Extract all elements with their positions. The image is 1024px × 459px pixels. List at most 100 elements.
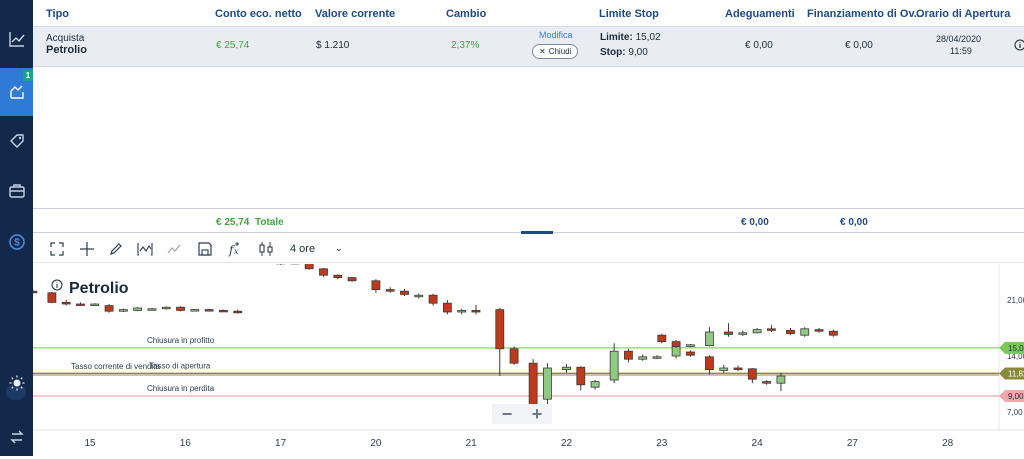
candle-body	[705, 331, 714, 346]
fullscreen-button[interactable]	[49, 241, 65, 257]
header-finanziamento[interactable]: Finanziamento di Ov...	[807, 8, 923, 20]
sidebar: 1 $	[0, 0, 33, 456]
candle-body	[61, 302, 71, 305]
candle-body	[400, 290, 409, 295]
candle-body	[685, 344, 695, 347]
zoom-in-button[interactable]: +	[531, 403, 543, 424]
candle-body	[719, 367, 729, 371]
open-time: 11:59	[950, 46, 972, 56]
sidebar-item-portfolio[interactable]	[0, 174, 33, 208]
header-limite[interactable]: Limite Stop	[599, 8, 659, 20]
swap-icon	[9, 430, 24, 444]
adjustments-value: € 0,00	[745, 40, 773, 51]
candle-body	[786, 330, 795, 335]
direction-label: Acquista	[46, 33, 85, 44]
sidebar-item-charts[interactable]	[0, 22, 33, 56]
candle-body	[705, 356, 714, 371]
chevron-down-icon[interactable]: ⌄	[335, 243, 343, 253]
candle-body	[47, 292, 57, 303]
trades-icon	[9, 85, 24, 99]
sidebar-item-tags[interactable]	[0, 124, 33, 158]
header-tipo[interactable]: Tipo	[46, 8, 70, 20]
stop-value: 9,00	[628, 47, 648, 58]
candle-body	[90, 303, 100, 306]
header-adeguamenti[interactable]: Adeguamenti	[725, 8, 795, 20]
briefcase-icon	[8, 184, 25, 198]
wave-chart-icon	[137, 243, 153, 256]
candle-body	[638, 356, 648, 360]
candle-body	[28, 290, 38, 294]
header-orario[interactable]: Orario di Apertura	[916, 8, 1011, 20]
header-valore[interactable]: Valore corrente	[315, 8, 396, 20]
limit-label: Limite:	[600, 32, 633, 43]
overnight-financing-value: € 0,00	[845, 40, 873, 51]
x-tick-label: 20	[370, 438, 382, 449]
candle-body	[509, 348, 519, 364]
candle-body	[457, 310, 467, 313]
theme-toggle[interactable]	[0, 366, 33, 400]
total-label: Totale	[255, 217, 284, 228]
sidebar-item-funds[interactable]: $	[0, 225, 33, 259]
open-rate-label: Tasso di apertura	[149, 361, 211, 370]
change-value: 2,37%	[451, 40, 480, 51]
candle-body	[471, 310, 481, 313]
table-header: Tipo Conto eco. netto Valore corrente Ca…	[33, 0, 1024, 27]
stop-loss-tag	[999, 390, 1024, 402]
take-profit-tag-value: 15,02	[1008, 344, 1024, 353]
candle-body	[671, 341, 681, 347]
candle-body	[333, 274, 343, 278]
header-conto[interactable]: Conto eco. netto	[215, 8, 302, 20]
total-financing: € 0,00	[840, 217, 868, 228]
compare-button[interactable]	[167, 241, 183, 257]
zoom-controls: − +	[492, 404, 552, 424]
crosshair-button[interactable]	[79, 241, 95, 257]
save-icon	[198, 242, 212, 256]
candle-body	[766, 328, 776, 331]
sidebar-item-trades[interactable]: 1	[0, 68, 33, 116]
x-tick-label: 24	[752, 438, 764, 449]
candlestick-chart[interactable]: 21,00 14,00 7,00 15 16 17 20 21 22 23 24 27 28 Chiusu…	[28, 260, 1024, 456]
svg-text:f: f	[228, 243, 236, 257]
candle-body	[161, 306, 171, 310]
pencil-icon	[110, 243, 122, 255]
chart-type-button[interactable]	[137, 241, 153, 257]
x-tick-label: 21	[466, 438, 478, 449]
candles-button[interactable]	[258, 241, 274, 257]
line-chart-icon	[8, 32, 25, 47]
candle-body	[733, 367, 743, 370]
candle-body	[442, 302, 452, 313]
modify-link[interactable]: Modifica	[539, 30, 573, 40]
compare-icon	[167, 244, 181, 254]
candle-body	[685, 351, 695, 356]
candle-body	[724, 331, 733, 335]
candle-body	[319, 268, 328, 276]
candle-body	[219, 310, 228, 313]
position-row[interactable]: Acquista Petrolio € 25,74 $ 1.210 2,37% …	[33, 27, 1024, 67]
x-tick-label: 16	[180, 438, 192, 449]
price-chart[interactable]: 21,00 14,00 7,00 15 16 17 20 21 22 23 24 27 28 Chiusu…	[28, 260, 1024, 456]
stop-label: Stop:	[600, 47, 626, 58]
panel-resize-handle[interactable]	[521, 231, 553, 234]
close-position-button[interactable]: ✕ Chiudi	[532, 44, 579, 59]
period-select[interactable]: 4 ore	[290, 243, 316, 255]
candle-body	[414, 294, 424, 298]
candle-body	[347, 277, 357, 282]
candle-body	[495, 309, 505, 350]
total-adjustments: € 0,00	[741, 217, 769, 228]
limit-line: Limite: 15,02	[600, 32, 661, 43]
candle-body	[133, 307, 143, 311]
save-chart-button[interactable]	[197, 241, 213, 257]
draw-button[interactable]	[108, 241, 124, 257]
candle-body	[76, 303, 85, 306]
candle-body	[738, 332, 748, 335]
candlestick-icon	[259, 242, 273, 256]
x-tick-label: 23	[656, 438, 668, 449]
header-cambio[interactable]: Cambio	[446, 8, 487, 20]
candle-body	[828, 330, 838, 336]
zoom-out-button[interactable]: −	[501, 403, 513, 424]
info-icon[interactable]	[1014, 39, 1024, 51]
swap-button[interactable]	[0, 420, 33, 454]
x-tick-label: 17	[275, 438, 287, 449]
